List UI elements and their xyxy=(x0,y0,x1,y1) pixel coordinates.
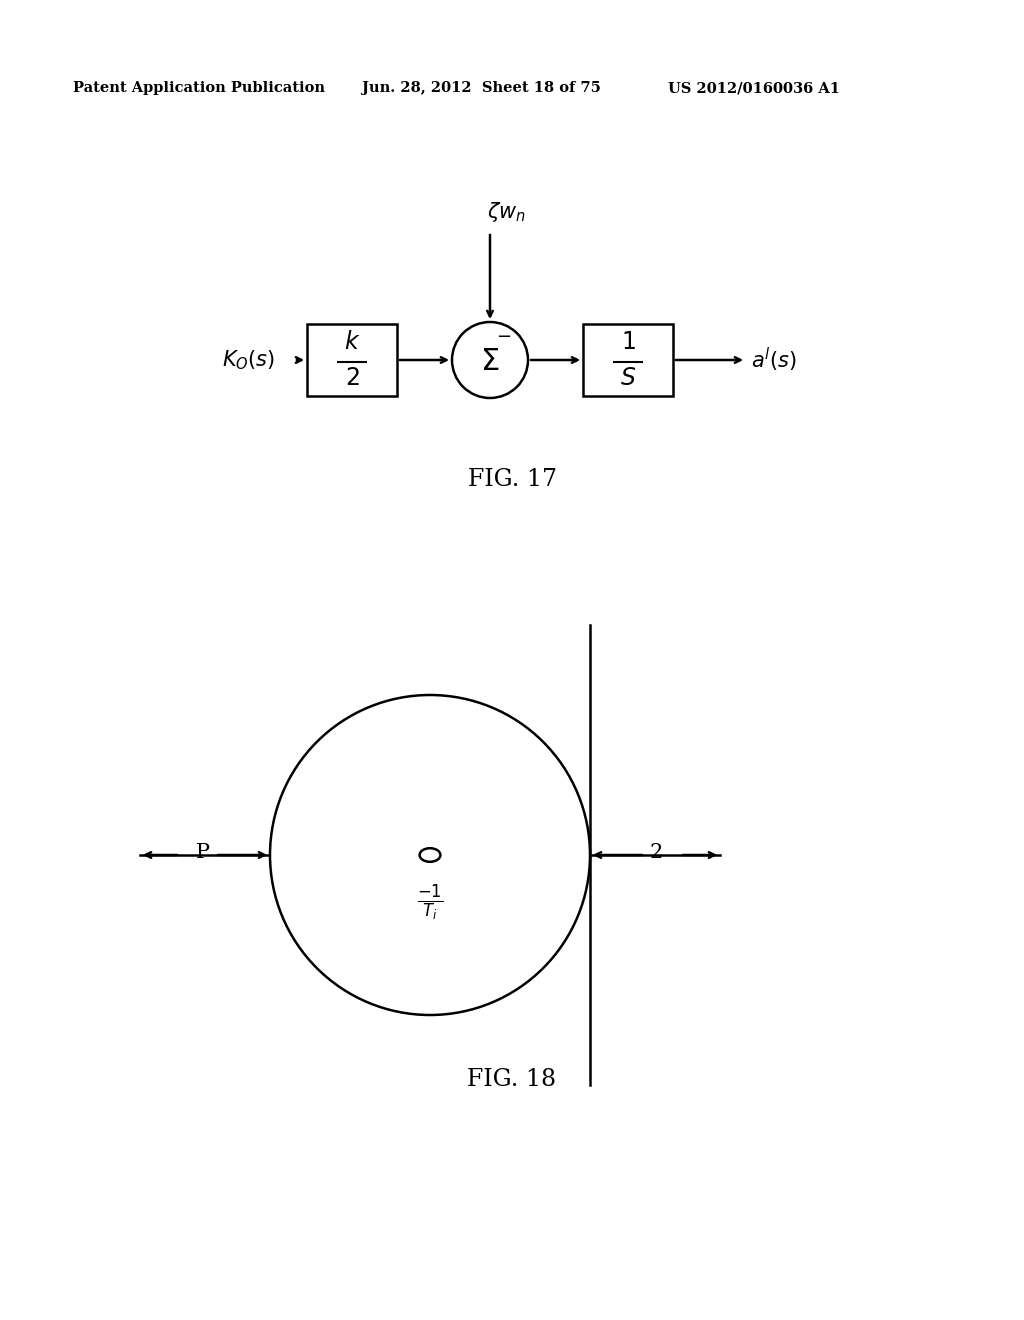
Text: $\zeta w_n$: $\zeta w_n$ xyxy=(487,201,525,224)
Text: $2$: $2$ xyxy=(345,367,359,389)
Text: 2: 2 xyxy=(650,843,664,862)
Text: $1$: $1$ xyxy=(621,331,635,354)
Text: $-$: $-$ xyxy=(496,326,511,345)
Text: US 2012/0160036 A1: US 2012/0160036 A1 xyxy=(668,81,840,95)
Text: $K_O(s)$: $K_O(s)$ xyxy=(222,348,275,372)
Bar xyxy=(583,323,673,396)
Text: Patent Application Publication: Patent Application Publication xyxy=(73,81,325,95)
Text: $k$: $k$ xyxy=(344,331,360,354)
Text: $S$: $S$ xyxy=(620,367,636,389)
Text: Jun. 28, 2012  Sheet 18 of 75: Jun. 28, 2012 Sheet 18 of 75 xyxy=(362,81,601,95)
Text: FIG. 17: FIG. 17 xyxy=(468,469,556,491)
Text: $\Sigma$: $\Sigma$ xyxy=(480,346,500,378)
Text: FIG. 18: FIG. 18 xyxy=(467,1068,557,1092)
Text: $\frac{-1}{T_i}$: $\frac{-1}{T_i}$ xyxy=(417,883,443,923)
Circle shape xyxy=(270,696,590,1015)
Circle shape xyxy=(452,322,528,399)
Text: $a^l(s)$: $a^l(s)$ xyxy=(751,346,797,374)
Bar xyxy=(307,323,397,396)
Text: P: P xyxy=(196,843,210,862)
Ellipse shape xyxy=(420,849,440,862)
